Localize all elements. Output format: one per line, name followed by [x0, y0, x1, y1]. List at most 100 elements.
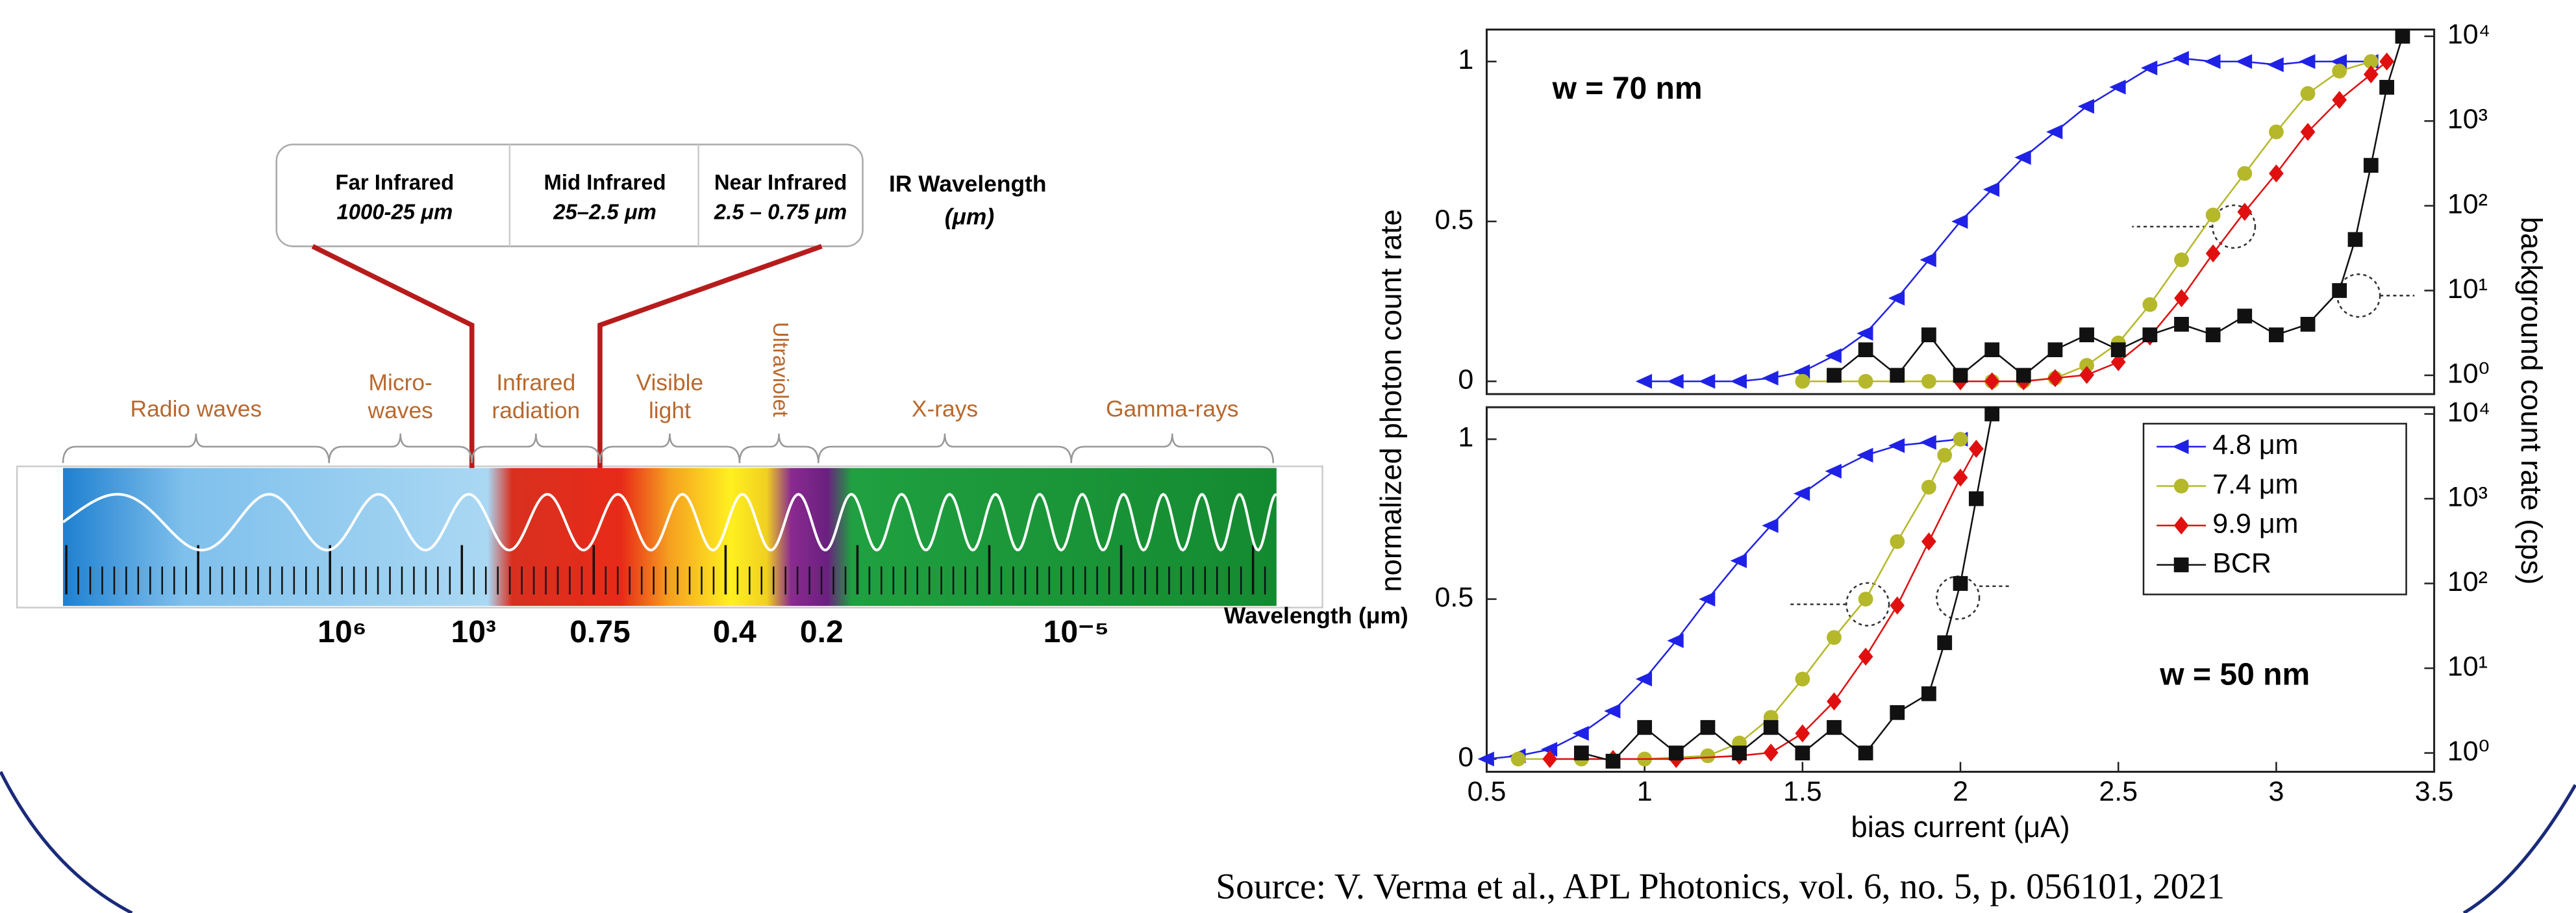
- point: [1888, 438, 1905, 453]
- point: [2079, 358, 2094, 373]
- point: [1699, 592, 1716, 607]
- brace: [599, 433, 741, 464]
- point: [2204, 54, 2221, 69]
- point: [2047, 342, 2063, 358]
- y2-tick-label: 10¹: [2447, 651, 2488, 682]
- point: [1858, 745, 1873, 760]
- point: [1921, 373, 1936, 389]
- y2-tick-label: 10³: [2447, 481, 2488, 512]
- point: [1732, 745, 1747, 760]
- spectrum-frame: [16, 465, 1323, 608]
- point: [1763, 744, 1779, 762]
- brace: [328, 433, 473, 464]
- point: [1968, 491, 1984, 507]
- point: [1857, 325, 1873, 341]
- point: [2237, 308, 2253, 324]
- point: [2079, 327, 2094, 343]
- point: [2142, 297, 2158, 312]
- annotation: w = 70 nm: [1552, 71, 1703, 106]
- band-label: X-rays: [912, 396, 978, 422]
- point: [2332, 90, 2347, 109]
- point: [2174, 289, 2189, 308]
- y2-tick-label: 10⁴: [2447, 397, 2490, 428]
- point: [2016, 368, 2031, 383]
- x-tick-label: 1.5: [1783, 776, 1822, 807]
- point: [2300, 86, 2316, 101]
- wave: [62, 492, 1277, 552]
- point: [1635, 671, 1653, 687]
- ir-range: 2.5 – 0.75 μm: [714, 199, 847, 223]
- wavelength-label: Wavelength (μm): [1224, 603, 1408, 629]
- point: [1984, 372, 2000, 391]
- point: [1700, 719, 1716, 735]
- source: Source: V. Verma et al., APL Photonics, …: [1216, 866, 2225, 907]
- legend-marker: [2173, 479, 2189, 494]
- point: [2140, 60, 2158, 75]
- point: [2363, 158, 2379, 173]
- brace: [1070, 433, 1275, 464]
- point: [1795, 373, 1810, 389]
- brace: [738, 433, 819, 464]
- x-tick-label: 3.5: [2415, 776, 2454, 807]
- scale-label: 10⁻⁵: [1044, 615, 1109, 649]
- point: [1700, 748, 1716, 764]
- point: [1890, 596, 1905, 615]
- band-label: Gamma-rays: [1106, 396, 1239, 422]
- y-tick-label: 0: [1458, 364, 1473, 395]
- y-tick-label: 1: [1458, 422, 1473, 453]
- point: [2237, 166, 2253, 181]
- point: [2363, 65, 2379, 84]
- scale-label: 0.2: [800, 615, 844, 649]
- point: [1919, 434, 1936, 450]
- point: [1953, 576, 1968, 591]
- y2-tick-label: 10¹: [2447, 273, 2488, 305]
- ir-unit: (μm): [945, 204, 994, 230]
- series-line: [1960, 60, 2388, 382]
- point: [1795, 671, 1810, 687]
- point: [2014, 150, 2031, 165]
- point: [1857, 447, 1873, 463]
- point: [1890, 534, 1905, 549]
- point: [2110, 342, 2126, 358]
- point: [1825, 464, 1842, 479]
- brace: [471, 433, 601, 464]
- annotation: w = 50 nm: [2159, 658, 2310, 692]
- point: [1919, 252, 1936, 268]
- point: [1968, 440, 1984, 458]
- point: [1667, 373, 1684, 389]
- point: [1953, 468, 1968, 487]
- band-label: light: [649, 397, 691, 423]
- point: [2110, 353, 2126, 371]
- point: [1858, 342, 1873, 358]
- point: [1605, 753, 1621, 769]
- point: [1574, 745, 1589, 760]
- point: [2332, 283, 2347, 298]
- point: [2109, 79, 2126, 95]
- spectrum-bar: [63, 468, 1277, 607]
- point: [1604, 703, 1621, 719]
- point: [1858, 592, 1873, 607]
- x-tick-label: 0.5: [1468, 776, 1507, 807]
- point: [2363, 54, 2379, 69]
- point: [2077, 99, 2094, 114]
- point: [1827, 368, 1842, 383]
- point: [1763, 719, 1779, 735]
- point: [2332, 64, 2347, 79]
- y2-tick-label: 10⁰: [2447, 736, 2490, 767]
- point: [1730, 373, 1747, 389]
- point: [2379, 80, 2395, 95]
- ir-range: 25–2.5 μm: [553, 199, 657, 223]
- point: [2205, 244, 2221, 263]
- point: [2267, 57, 2284, 73]
- point: [1858, 647, 1873, 666]
- scale-label: 0.4: [713, 615, 757, 649]
- point: [2205, 327, 2221, 343]
- y-tick-label: 0.5: [1435, 582, 1474, 613]
- point: [1953, 368, 1968, 383]
- band-label: Infrared: [496, 369, 575, 395]
- point: [1762, 370, 1779, 386]
- ir-name: Mid Infrared: [544, 170, 666, 194]
- point: [1921, 479, 1936, 495]
- x-tick-label: 2: [1953, 776, 1968, 807]
- point: [2300, 316, 2316, 332]
